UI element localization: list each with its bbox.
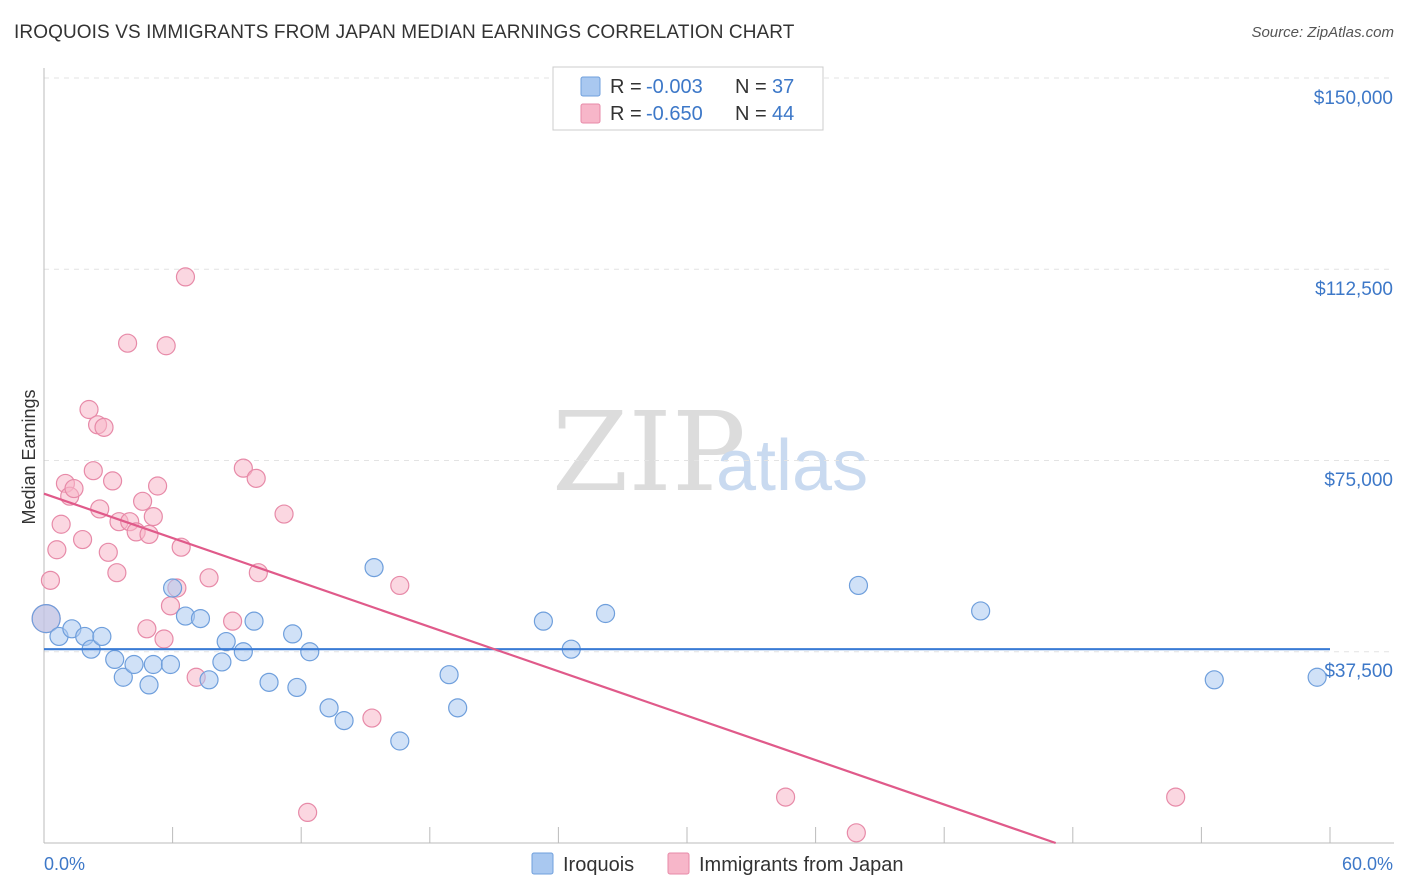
iroquois-point (287, 677, 307, 698)
japan-point (139, 524, 159, 545)
iroquois-point (1307, 667, 1327, 687)
japan-point (72, 529, 93, 550)
iroquois-point (139, 675, 159, 695)
iroquois-point (143, 654, 163, 675)
bottom-legend-label-iroquois: Iroquois (563, 854, 634, 876)
iroquois-point (163, 578, 183, 598)
y-tick-label-150000: $150,000 (1314, 88, 1393, 109)
trend-lines (43, 492, 1330, 845)
japan-point (47, 540, 67, 560)
japan-point (132, 491, 153, 511)
japan-point (390, 575, 410, 596)
japan-point (40, 570, 61, 590)
legend-n-value-iroquois: 37 (772, 76, 794, 98)
correlation-legend: R = -0.003 N = 37 R = -0.650 N = 44 (552, 66, 824, 131)
iroquois-point (283, 624, 303, 644)
bottom-legend-swatch-japan (667, 852, 690, 875)
iroquois-point (300, 642, 320, 662)
japan-point (199, 568, 219, 588)
x-tick-label-min: 0.0% (44, 854, 85, 874)
iroquois-point (31, 603, 61, 634)
y-axis-label: Median Earnings (19, 389, 39, 524)
japan-point (143, 506, 163, 527)
iroquois-point (259, 672, 279, 692)
japan-point (362, 708, 382, 728)
bottom-legend-label-japan: Immigrants from Japan (699, 854, 904, 876)
source-label: Source: ZipAtlas.com (1251, 24, 1394, 41)
watermark-zip: ZIP (552, 388, 746, 516)
iroquois-point (1204, 670, 1224, 690)
japan-point (154, 629, 174, 649)
iroquois-point (439, 665, 459, 685)
japan-point (79, 399, 99, 420)
legend-r-value-iroquois: -0.003 (646, 76, 703, 98)
iroquois-point (160, 654, 181, 675)
legend-r-label-japan: R = (610, 103, 642, 125)
japan-point (94, 417, 114, 437)
chart-title: IROQUOIS VS IMMIGRANTS FROM JAPAN MEDIAN… (14, 22, 795, 43)
japan-point (64, 478, 84, 499)
iroquois-point (595, 603, 616, 624)
iroquois-point (319, 698, 339, 718)
japan-point (83, 461, 103, 481)
japan-point (298, 802, 318, 823)
iroquois-point (533, 611, 553, 631)
iroquois-point (124, 654, 144, 675)
series-legend: Iroquois Immigrants from Japan (531, 852, 904, 876)
iroquois-point (199, 670, 219, 690)
japan-point (274, 504, 294, 524)
y-tick-label-112500: $112,500 (1315, 279, 1393, 300)
japan-point (233, 458, 253, 478)
iroquois-point (971, 601, 991, 621)
gridlines (44, 77, 1394, 653)
x-tick-label-max: 60.0% (1342, 854, 1393, 874)
legend-r-label-iroquois: R = (610, 76, 642, 98)
iroquois-point (233, 642, 253, 662)
japan-point (246, 468, 266, 488)
iroquois-point (113, 667, 133, 687)
japan-point (846, 823, 866, 843)
bottom-legend-swatch-iroquois (531, 852, 554, 875)
japan-point (147, 476, 168, 496)
japan-point (156, 336, 176, 356)
japan-trend-line (43, 492, 1057, 845)
japan-point (775, 787, 796, 807)
x-axis-ticks (43, 827, 1331, 843)
iroquois-point (364, 557, 384, 578)
legend-n-label-japan: N = (735, 103, 767, 125)
iroquois-point (190, 608, 211, 629)
y-tick-label-75000: $75,000 (1324, 470, 1393, 491)
iroquois-point (448, 698, 468, 718)
japan-point (1166, 787, 1186, 807)
y-tick-label-37500: $37,500 (1324, 661, 1393, 682)
legend-r-value-japan: -0.650 (646, 103, 703, 125)
iroquois-point (216, 631, 236, 652)
legend-swatch-iroquois (580, 76, 601, 97)
iroquois-point (105, 649, 125, 670)
japan-series (31, 267, 1186, 843)
iroquois-point (848, 575, 869, 596)
japan-point (117, 333, 138, 353)
japan-point (137, 619, 157, 639)
legend-n-value-japan: 44 (772, 103, 794, 125)
iroquois-point (334, 710, 354, 731)
japan-point (51, 514, 71, 534)
japan-point (102, 471, 123, 491)
watermark-atlas: atlas (716, 426, 868, 506)
iroquois-series (31, 557, 1327, 751)
japan-point (223, 611, 243, 631)
iroquois-point (244, 611, 264, 631)
japan-point (107, 563, 127, 583)
legend-n-label-iroquois: N = (735, 76, 767, 98)
iroquois-point (390, 731, 410, 751)
iroquois-point (212, 652, 232, 672)
iroquois-point (92, 626, 112, 647)
legend-swatch-japan (580, 103, 601, 124)
japan-point (98, 542, 118, 562)
japan-point (175, 267, 196, 287)
